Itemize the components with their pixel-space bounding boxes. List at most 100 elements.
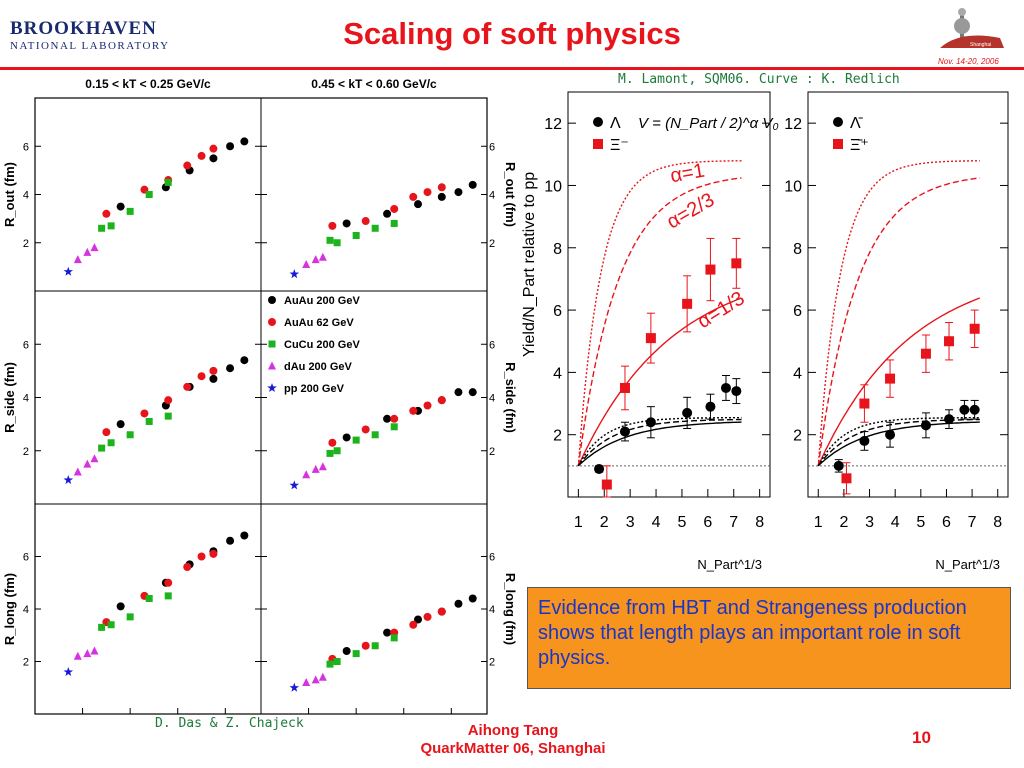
- row-label-right-0: R_out (fm): [503, 162, 518, 227]
- alpha-annotation: α=2/3: [663, 189, 718, 234]
- curve-alpha-2-3: [817, 177, 980, 466]
- data-point-triangle: [318, 252, 327, 261]
- ytick-label: 4: [23, 190, 29, 202]
- data-point-circle: [116, 202, 125, 211]
- alpha-annotation: α=1: [669, 160, 707, 188]
- curve-alpha-1-3: [577, 297, 742, 467]
- data-point-triangle: [73, 467, 82, 476]
- legend-label: AuAu 62 GeV: [284, 317, 354, 329]
- data-point-circle: [102, 209, 111, 218]
- evidence-callout: Evidence from HBT and Strangeness produc…: [527, 587, 1011, 689]
- data-point-triangle: [83, 649, 92, 658]
- data-point-circle: [361, 217, 370, 226]
- data-point-square: [326, 449, 334, 457]
- data-point-circle: [437, 192, 446, 201]
- data-point-square: [841, 473, 852, 484]
- ytick-label-right: 6: [489, 552, 495, 564]
- data-point-circle: [645, 417, 656, 428]
- ytick-label-right: 2: [489, 238, 495, 250]
- data-point-triangle: [311, 675, 320, 684]
- data-point-circle: [240, 137, 249, 146]
- xtick-label: 6: [703, 514, 712, 531]
- legend-label: Λ: [610, 115, 621, 132]
- data-point-square: [390, 219, 398, 227]
- data-point-square: [944, 336, 955, 347]
- data-point-square: [126, 431, 134, 439]
- data-point-circle: [183, 161, 192, 170]
- legend-marker-square: [833, 139, 843, 149]
- series-0: [594, 375, 742, 474]
- data-point-circle: [859, 435, 870, 446]
- ytick-label: 8: [793, 241, 802, 258]
- data-point-circle: [594, 463, 605, 474]
- ytick-label-right: 6: [489, 141, 495, 153]
- data-point-circle: [383, 414, 392, 423]
- data-point-circle: [164, 396, 173, 405]
- data-point-circle: [140, 409, 149, 418]
- data-point-circle: [437, 607, 446, 616]
- legend-label: Ξ̄⁺: [850, 137, 869, 154]
- ytick-label: 2: [23, 238, 29, 250]
- brookhaven-logo: BROOKHAVEN NATIONAL LABORATORY: [10, 18, 175, 58]
- ytick-label: 6: [23, 141, 29, 153]
- data-point-circle: [197, 151, 206, 160]
- curve-lambda-dashed: [577, 418, 742, 467]
- data-point-circle: [226, 536, 235, 545]
- data-point-square: [145, 417, 153, 425]
- data-point-circle: [209, 154, 218, 163]
- ytick-label: 2: [553, 428, 562, 445]
- data-point-triangle: [302, 259, 311, 268]
- data-point-square: [333, 658, 341, 665]
- ytick-label: 6: [553, 303, 562, 320]
- legend-label: CuCu 200 GeV: [284, 339, 360, 351]
- data-point-circle: [885, 429, 896, 440]
- data-point-circle: [731, 386, 742, 397]
- data-point-circle: [423, 612, 432, 621]
- legend-label: Ξ⁻: [610, 137, 629, 154]
- data-point-circle: [619, 426, 630, 437]
- panel-0-0: [63, 137, 249, 276]
- ytick-label: 4: [793, 365, 802, 382]
- data-point-square: [705, 264, 716, 275]
- curve-lambda-solid: [577, 421, 742, 467]
- row-label-left-2: R_long (fm): [2, 573, 17, 645]
- ytick-label: 2: [793, 428, 802, 445]
- footer: Aihong Tang QuarkMatter 06, Shanghai: [380, 722, 646, 758]
- data-point-triangle: [311, 464, 320, 473]
- row-label-right-1: R_side (fm): [503, 362, 518, 433]
- data-point-circle: [342, 647, 351, 655]
- curve-lambda-dotted: [577, 416, 742, 467]
- data-point-triangle: [90, 454, 99, 463]
- ytick-label: 6: [23, 339, 29, 351]
- data-point-square: [126, 207, 134, 215]
- ytick-label-right: 6: [489, 339, 495, 351]
- data-point-circle: [682, 407, 693, 418]
- data-point-star: [63, 475, 74, 485]
- ytick-label-right: 4: [489, 190, 495, 202]
- ytick-label: 6: [793, 303, 802, 320]
- data-point-star: [63, 266, 74, 276]
- data-point-circle: [116, 602, 125, 611]
- data-point-circle: [240, 531, 249, 540]
- series-1: [601, 237, 742, 498]
- data-point-circle: [468, 594, 477, 603]
- data-point-circle: [361, 425, 370, 434]
- data-point-circle: [209, 144, 218, 153]
- ytick-label: 12: [544, 116, 562, 133]
- legend-label: AuAu 200 GeV: [284, 295, 360, 307]
- data-point-circle: [833, 460, 844, 471]
- data-point-circle: [705, 401, 716, 412]
- legend-marker-triangle: [268, 361, 276, 370]
- data-point-square: [145, 191, 153, 198]
- series-1: [841, 309, 980, 495]
- ytick-label-right: 2: [489, 446, 495, 458]
- data-point-square: [333, 447, 341, 455]
- xtick-label: 8: [993, 514, 1002, 531]
- data-point-circle: [197, 552, 206, 561]
- curve-lambda-dashed: [817, 418, 980, 467]
- xtick-label: 4: [652, 514, 661, 531]
- data-point-square: [619, 382, 630, 393]
- data-point-star: [289, 269, 300, 279]
- data-point-square: [371, 224, 379, 232]
